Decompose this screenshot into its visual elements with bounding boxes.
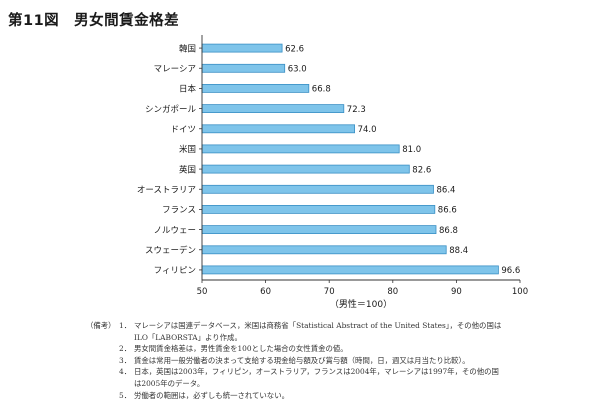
data-label: 86.8 (439, 226, 458, 236)
bar (201, 245, 447, 255)
note-text: 賃金は常用一般労働者の決まって支給する現金給与額及び賞与額（時間，日，週又は月当… (134, 355, 470, 365)
note-row: （備考） 1． マレーシアは国連データベース，米国は商務省「Statistical … (86, 320, 584, 332)
notes-label (86, 343, 119, 355)
figure-title: 第11図 男女間賃金格差 (8, 13, 180, 29)
note-number: 4． (119, 367, 132, 377)
category-label: フィリピン (154, 266, 196, 276)
data-label: 62.6 (285, 44, 304, 54)
note-number: 5． (119, 390, 132, 400)
note-row: 4． 日本，英国は2003年，フィリピン，オーストラリア，フランスは2004年，マ… (86, 366, 584, 378)
bar (201, 124, 356, 134)
axis-layer: 韓国マレーシア日本シンガポールドイツ米国英国オーストラリアフランスノルウェースウ… (137, 35, 528, 297)
category-label: 日本 (179, 84, 197, 95)
note-text: マレーシアは国連データベース，米国は商務省「Statistical Abstra… (134, 321, 502, 330)
note-number (119, 332, 134, 344)
notes-label (86, 355, 119, 367)
notes-label: （備考） (86, 321, 116, 330)
bar (201, 104, 345, 113)
notes-label (86, 332, 119, 344)
note-row: 3． 賃金は常用一般労働者の決まって支給する現金給与額及び賞与額（時間，日，週又は… (86, 355, 584, 367)
bar (201, 265, 499, 275)
bar (201, 84, 310, 93)
note-number: 3． (119, 355, 132, 365)
category-label: ドイツ (170, 125, 196, 135)
category-label: オーストラリア (137, 186, 196, 196)
x-tick-label: 70 (324, 287, 335, 297)
note-number: 1． (119, 321, 132, 330)
note-text: は2005年のデータ。 (134, 378, 205, 388)
note-row: 2． 男女間賃金格差は，男性賃金を100とした場合の女性賃金の値。 (86, 343, 584, 355)
bar (201, 225, 437, 235)
category-label: マレーシア (154, 65, 196, 75)
note-text: 労働者の範囲は，必ずしも統一されていない。 (134, 390, 289, 400)
category-label: 米国 (179, 144, 196, 155)
bar (201, 164, 410, 174)
data-label: 66.8 (312, 85, 331, 95)
bar-chart: 62.6 63.0 66.8 72.3 74.0 81.0 82.6 86.4 86.6 86.8… (137, 35, 528, 310)
category-label: 韓国 (179, 43, 196, 54)
data-label: 86.4 (437, 186, 456, 196)
data-label: 74.0 (358, 125, 377, 135)
x-tick-label: 90 (451, 287, 462, 297)
category-label: シンガポール (145, 104, 197, 115)
data-label: 86.6 (438, 206, 457, 216)
note-text: ILO「LABORSTA」より作成。 (134, 332, 242, 342)
notes-label (86, 378, 119, 390)
bars-layer: 62.6 63.0 66.8 72.3 74.0 81.0 82.6 86.4 86.6 86.8… (201, 43, 520, 276)
x-tick-label: 100 (512, 287, 528, 297)
data-label: 63.0 (288, 65, 307, 75)
data-label: 81.0 (402, 145, 421, 155)
bar (201, 204, 436, 214)
data-label: 96.6 (501, 266, 520, 276)
note-row: は2005年のデータ。 (86, 378, 584, 390)
category-label: フランス (162, 206, 196, 216)
bar (201, 43, 283, 53)
x-axis-label: （男性＝100） (330, 298, 392, 310)
notes-label (86, 366, 119, 378)
data-label: 72.3 (347, 105, 366, 115)
note-number: 2． (119, 344, 132, 354)
note-number (119, 378, 134, 390)
bar (201, 63, 286, 73)
note-row: ILO「LABORSTA」より作成。 (86, 332, 584, 344)
data-label: 88.4 (449, 246, 468, 256)
notes-label (86, 390, 119, 402)
bar (201, 144, 400, 154)
category-label: スウェーデン (145, 245, 196, 256)
note-row: 5． 労働者の範囲は，必ずしも統一されていない。 (86, 390, 584, 402)
x-tick-label: 60 (260, 287, 271, 297)
note-text: 日本，英国は2003年，フィリピン，オーストラリア，フランスは2004年，マレー… (134, 367, 499, 377)
x-tick-label: 50 (197, 287, 208, 297)
data-label: 82.6 (412, 165, 431, 175)
notes: （備考） 1． マレーシアは国連データベース，米国は商務省「Statistical … (86, 320, 584, 401)
category-label: 英国 (179, 164, 196, 175)
category-label: ノルウェー (153, 226, 196, 236)
x-tick-label: 80 (387, 287, 398, 297)
bar (201, 184, 434, 194)
note-text: 男女間賃金格差は，男性賃金を100とした場合の女性賃金の値。 (134, 344, 348, 354)
